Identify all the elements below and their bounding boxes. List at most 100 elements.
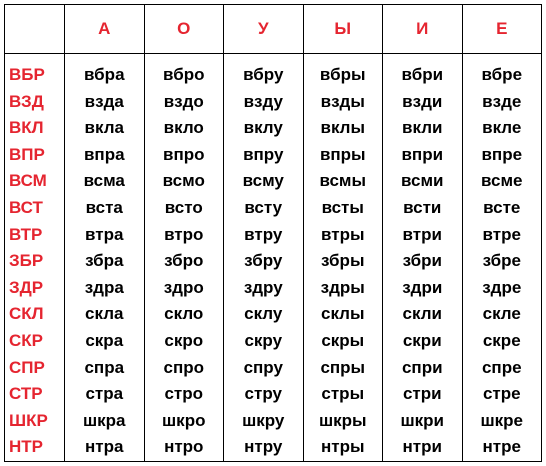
syllable-cell: втри <box>402 224 442 244</box>
syllable-cell: впри <box>401 144 444 164</box>
syllable-cell: нтри <box>402 437 442 457</box>
syllable-column-y: вбры взды вклы впры всмы всты втры збры здры склы… <box>302 53 383 462</box>
syllable-cell: збры <box>321 251 365 271</box>
cluster-label: ЗДР <box>9 277 44 297</box>
syllable-cell: збру <box>244 251 283 271</box>
syllable-cell: збре <box>482 251 521 271</box>
syllable-cell: здры <box>320 277 365 297</box>
syllable-cell: скле <box>482 304 521 324</box>
syllable-cell: вздо <box>163 91 204 111</box>
syllable-cell: спре <box>481 357 522 377</box>
syllable-cell: втро <box>164 224 204 244</box>
syllable-cell: стры <box>321 384 365 404</box>
syllable-cell: скри <box>402 330 442 350</box>
syllable-cell: нтра <box>85 437 124 457</box>
syllable-cell: збро <box>164 251 204 271</box>
syllable-cell: всме <box>480 171 523 191</box>
vowel-header: У <box>223 4 304 54</box>
vowel-header: Е <box>461 4 542 54</box>
syllable-cell: скры <box>321 330 365 350</box>
syllable-cell: впре <box>481 144 523 164</box>
syllable-cell: здри <box>402 277 443 297</box>
syllable-cell: всти <box>403 197 442 217</box>
syllable-cell: стри <box>402 384 442 404</box>
syllable-cell: скру <box>244 330 283 350</box>
cluster-label: СКЛ <box>9 304 44 324</box>
syllable-cell: стру <box>244 384 282 404</box>
syllable-cell: спро <box>163 357 205 377</box>
syllable-column-e: вбре взде вкле впре всме всте втре збре здре скле… <box>461 53 542 462</box>
cluster-label: ВЗД <box>9 91 44 111</box>
syllable-cell: спру <box>243 357 283 377</box>
cluster-label: СТР <box>9 384 43 404</box>
syllable-cell: скра <box>85 330 124 350</box>
syllable-cell: взды <box>320 91 365 111</box>
syllable-cell: шкры <box>318 410 367 430</box>
syllable-cell: впра <box>83 144 125 164</box>
syllable-cell: всто <box>164 197 203 217</box>
syllable-cell: здра <box>84 277 124 297</box>
syllable-cell: всте <box>483 197 521 217</box>
syllable-cell: взди <box>402 91 443 111</box>
syllable-column-u: вбру взду вклу впру всму всту втру збру здру склу… <box>223 53 304 462</box>
vowel-header: Ы <box>302 4 383 54</box>
syllable-cell: впро <box>163 144 205 164</box>
syllable-cell: скре <box>482 330 521 350</box>
syllable-cell: збра <box>85 251 124 271</box>
syllable-cell: шкри <box>400 410 444 430</box>
cluster-label: ВБР <box>9 65 45 84</box>
syllable-cell: всму <box>242 171 284 191</box>
syllable-column-i: вбри взди вкли впри всми всти втри збри здри скли… <box>382 53 463 462</box>
syllable-cell: взде <box>482 91 522 111</box>
cluster-label: ВСМ <box>9 171 47 191</box>
syllable-cell: стро <box>164 384 204 404</box>
syllable-cell: взду <box>243 91 283 111</box>
syllable-cell: шкре <box>480 410 524 430</box>
syllable-cell: вкли <box>402 118 443 138</box>
syllable-column-o: вбро вздо вкло впро всмо всто втро збро здро скло… <box>143 53 224 462</box>
syllable-cell: всты <box>321 197 364 217</box>
syllable-cell: вбре <box>481 65 523 84</box>
vowel-header: И <box>382 4 463 54</box>
syllable-cell: всту <box>244 197 283 217</box>
syllable-cell: шкро <box>162 410 206 430</box>
syllable-cell: втры <box>321 224 365 244</box>
syllable-cell: шкра <box>82 410 126 430</box>
syllable-cell: стре <box>482 384 521 404</box>
cluster-label: ЗБР <box>9 251 44 271</box>
syllable-cell: втра <box>85 224 124 244</box>
cluster-label: ВСТ <box>9 197 43 217</box>
syllable-cell: здро <box>163 277 204 297</box>
vowel-header: О <box>143 4 224 54</box>
syllable-table: А О У Ы И Е ВБР ВЗД ВКЛ ВПР ВСМ ВСТ ВТР … <box>4 4 542 462</box>
header-row: А О У Ы И Е <box>4 4 542 54</box>
syllable-cell: взда <box>84 91 124 111</box>
syllable-cell: склу <box>244 304 283 324</box>
syllable-cell: вкла <box>84 118 124 138</box>
cluster-label: НТР <box>9 437 43 457</box>
corner-cell <box>4 4 65 54</box>
syllable-cell: здре <box>482 277 522 297</box>
cluster-label: ВПР <box>9 144 45 164</box>
syllable-column-a: вбра взда вкла впра всма вста втра збра здра скла… <box>64 53 145 462</box>
cluster-label: СКР <box>9 330 43 350</box>
cluster-label: ШКР <box>9 410 48 430</box>
cluster-column: ВБР ВЗД ВКЛ ВПР ВСМ ВСТ ВТР ЗБР ЗДР СКЛ … <box>4 53 65 462</box>
syllable-cell: всмы <box>319 171 367 191</box>
syllable-cell: вкле <box>482 118 522 138</box>
syllable-cell: скли <box>402 304 442 324</box>
syllable-cell: вклу <box>243 118 283 138</box>
syllable-cell: здру <box>243 277 283 297</box>
syllable-cell: втру <box>244 224 283 244</box>
syllable-cell: вста <box>85 197 123 217</box>
syllable-cell: нтро <box>164 437 204 457</box>
syllable-cell: вбри <box>401 65 444 84</box>
syllable-cell: нтре <box>482 437 521 457</box>
syllable-cell: вбра <box>83 65 125 84</box>
syllable-cell: вбру <box>243 65 284 84</box>
syllable-cell: нтры <box>321 437 365 457</box>
syllable-cell: вкло <box>163 118 204 138</box>
syllable-cell: нтру <box>244 437 283 457</box>
syllable-cell: вбро <box>163 65 205 84</box>
cluster-label: ВТР <box>9 224 43 244</box>
